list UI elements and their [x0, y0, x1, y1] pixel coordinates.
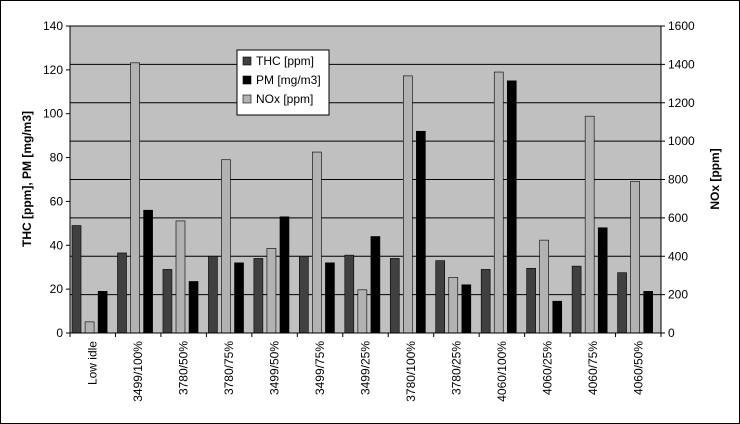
bar	[208, 255, 218, 334]
bar	[506, 80, 517, 334]
y-tick-label-left: 40	[50, 238, 64, 252]
legend: THC [ppm] PM [mg/m3] NOx [ppm]	[236, 49, 330, 116]
bar	[175, 220, 186, 334]
y-tick-label-left: 0	[56, 326, 63, 340]
x-tick-label: 3780/100%	[404, 341, 418, 402]
bar	[584, 115, 595, 334]
x-tick-label: 3780/75%	[222, 341, 236, 395]
x-tick-label: 4060/100%	[495, 341, 509, 402]
bar	[71, 225, 82, 334]
bar	[435, 260, 446, 334]
y-tick-label-right: 600	[668, 211, 688, 225]
bar	[480, 269, 491, 334]
y-tick-label-left: 140	[43, 19, 63, 33]
x-tick-label: 4060/75%	[586, 341, 600, 395]
bar	[597, 227, 608, 334]
y-tick-label-right: 1400	[668, 57, 695, 71]
legend-swatch	[242, 56, 252, 66]
x-tick-label: 3780/50%	[177, 341, 191, 395]
bar	[344, 254, 355, 334]
bar	[552, 300, 563, 334]
x-tick-label: 3499/25%	[359, 341, 373, 395]
y-tick-label-left: 120	[43, 63, 63, 77]
y-tick-label-left: 80	[50, 151, 64, 165]
y-tick-label-right: 200	[668, 288, 688, 302]
x-tick-label: 4060/50%	[631, 341, 645, 395]
bar	[539, 239, 550, 334]
legend-swatch	[242, 94, 252, 104]
bar	[188, 281, 199, 334]
bar	[143, 209, 153, 334]
bar	[448, 277, 459, 334]
bar	[162, 269, 173, 334]
bar	[403, 75, 413, 334]
x-tick-label: 3499/50%	[268, 341, 282, 395]
bar	[461, 284, 472, 334]
y-tick-label-right: 1200	[668, 96, 695, 110]
bar	[389, 258, 400, 334]
bar	[370, 236, 381, 334]
bar	[299, 255, 309, 334]
legend-label: NOx [ppm]	[256, 92, 313, 106]
bar	[234, 262, 244, 334]
y-tick-label-left: 100	[43, 107, 63, 121]
bar	[266, 248, 277, 334]
x-tick-label: Low idle	[86, 341, 100, 385]
bar	[630, 181, 640, 334]
y-tick-label-left: 60	[50, 194, 64, 208]
x-tick-label: 4060/25%	[540, 341, 554, 395]
bar	[493, 71, 504, 334]
bar	[221, 159, 231, 334]
y-tick-label-right: 1000	[668, 134, 695, 148]
x-tick-label: 3499/100%	[131, 341, 145, 402]
legend-label: THC [ppm]	[256, 54, 314, 68]
y-tick-label-right: 0	[668, 326, 675, 340]
legend-swatch	[242, 75, 252, 85]
y-tick-label-right: 400	[668, 249, 688, 263]
bar	[526, 268, 536, 334]
bar	[325, 262, 335, 334]
bar	[279, 216, 290, 334]
bar	[84, 321, 95, 334]
y-tick-label-left: 20	[50, 282, 64, 296]
y-axis-left-label: THC [ppm], PM [mg/m3]	[20, 111, 34, 247]
y-axis-right-label: NOx [ppm]	[708, 148, 722, 209]
legend-box	[236, 49, 330, 116]
x-tick-label: 3499/75%	[313, 341, 327, 395]
bar	[97, 291, 108, 334]
bar	[571, 265, 582, 334]
bar	[357, 289, 368, 334]
y-tick-label-right: 1600	[668, 19, 695, 33]
bar	[416, 130, 426, 334]
bar	[117, 252, 127, 334]
bar	[253, 258, 264, 334]
bar	[617, 272, 627, 334]
x-tick-label: 3780/25%	[449, 341, 463, 395]
y-tick-label-right: 800	[668, 173, 688, 187]
bar	[643, 291, 653, 334]
legend-label: PM [mg/m3]	[256, 73, 321, 87]
bar	[130, 62, 140, 334]
bar	[312, 151, 322, 334]
